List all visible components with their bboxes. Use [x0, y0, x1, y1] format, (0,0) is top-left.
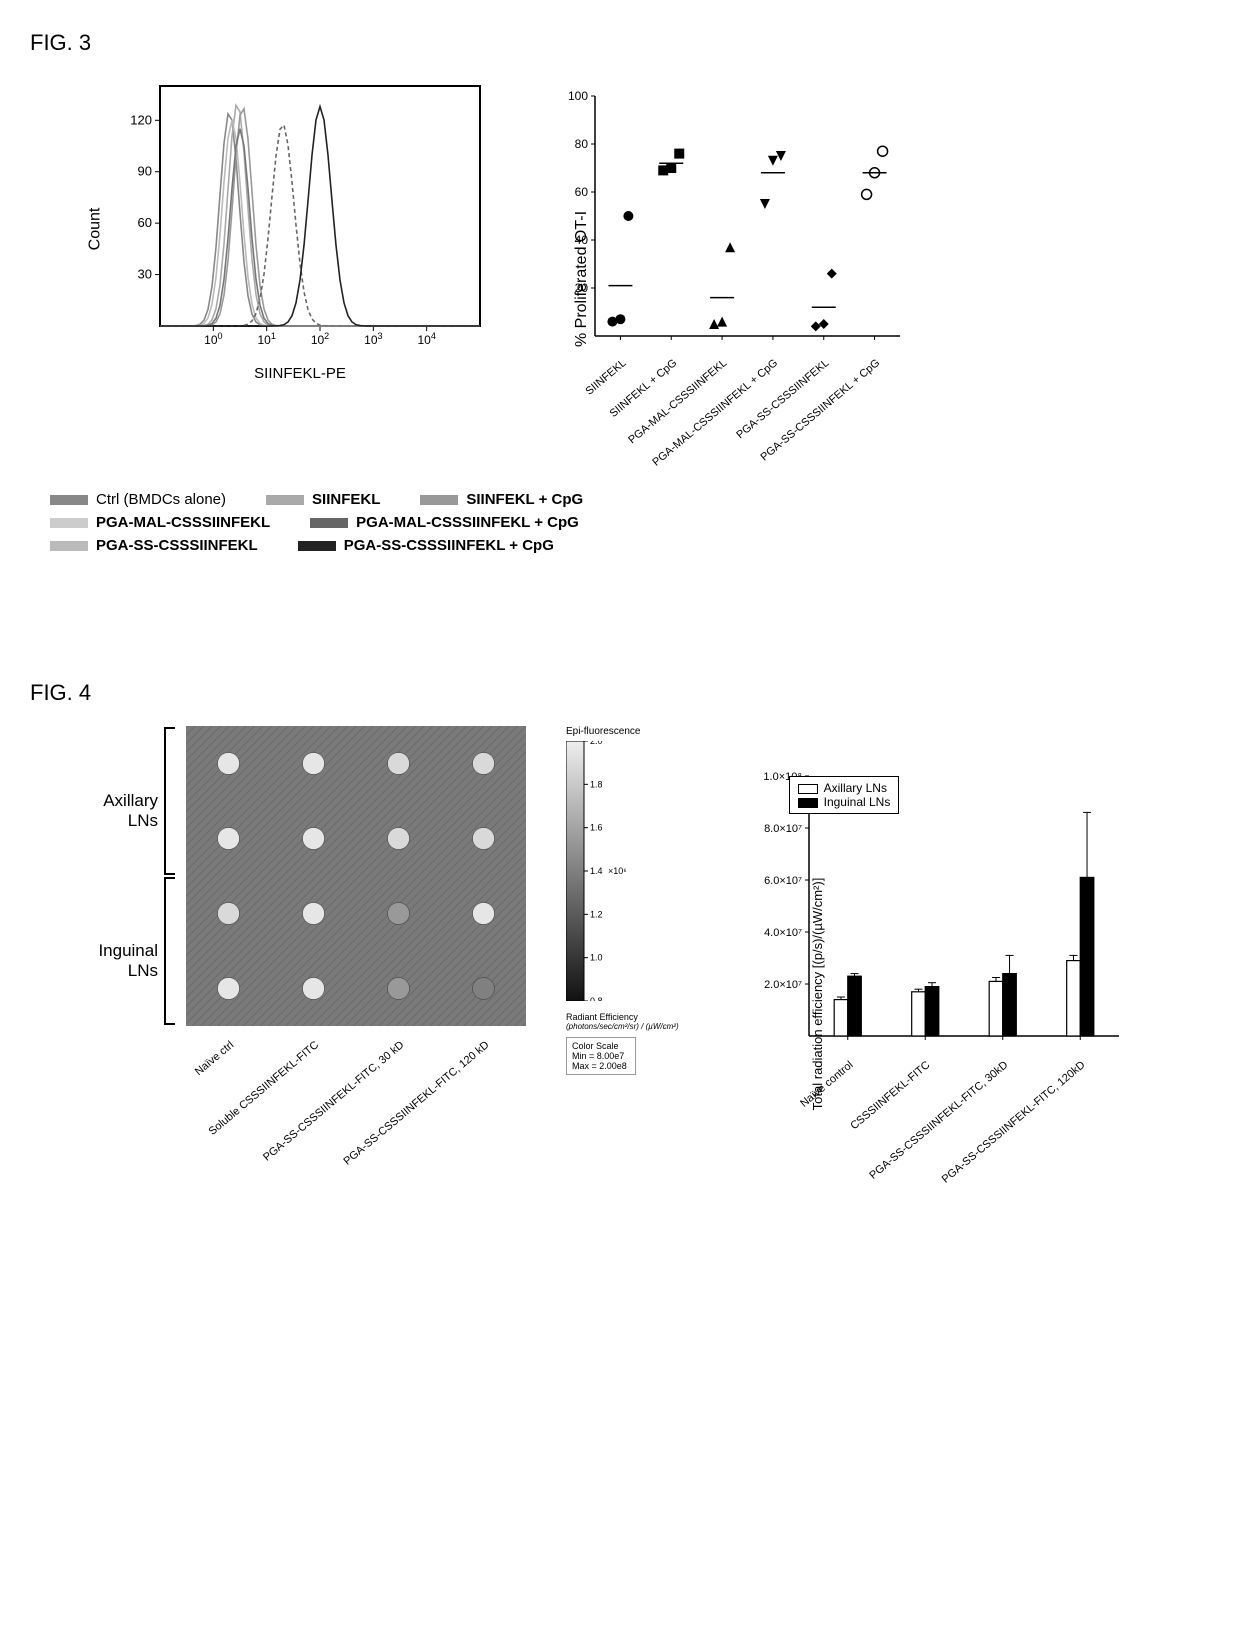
svg-text:80: 80: [575, 137, 589, 151]
legend-label: Ctrl (BMDCs alone): [96, 491, 226, 508]
colorbar-footer2: (photons/sec/cm²/sr) / (µW/cm²): [566, 1022, 679, 1031]
svg-text:101: 101: [257, 331, 275, 347]
imaging-row-label: Inguinal LNs: [70, 941, 158, 981]
fig3-scatter: % Proliferated OT-I 20406080100 SIINFEKL…: [550, 86, 910, 471]
bar-legend-label: Inguinal LNs: [824, 795, 891, 809]
fig4-imaging-col: Naïve ctrlSoluble CSSSIINFEKL-FITCPGA-SS…: [186, 726, 526, 1201]
legend-swatch: [50, 495, 88, 505]
fig3-scatter-ylabel: % Proliferated OT-I: [573, 210, 591, 346]
svg-text:90: 90: [138, 164, 152, 179]
legend-item: PGA-MAL-CSSSIINFEKL: [50, 514, 270, 531]
fig3-scatter-svg: 20406080100: [550, 86, 910, 346]
svg-text:120: 120: [130, 112, 152, 127]
fig4-imaging-wrap: Axillary LNs Inguinal LNs Naïve ctrlSolub…: [70, 726, 526, 1201]
legend-item: PGA-SS-CSSSIINFEKL: [50, 537, 258, 554]
fig4-barchart: Total radiation efficiency [(p/s)/(µW/cm…: [749, 766, 1129, 1221]
legend-swatch: [266, 495, 304, 505]
bar-xlabel: CSSSIINFEKL-FITC: [849, 1059, 933, 1132]
fig3-label: FIG. 3: [30, 30, 1210, 56]
fig3-scatter-xlabels: SIINFEKLSIINFEKL + CpGPGA-MAL-CSSSIINFEK…: [550, 351, 910, 471]
fig4-bar-legend: Axillary LNsInguinal LNs: [789, 776, 900, 814]
svg-text:1.2: 1.2: [590, 909, 603, 919]
colorbar-footer1: Radiant Efficiency: [566, 1012, 679, 1022]
scatter-xlabel: SIINFEKL: [583, 357, 628, 398]
svg-text:1.0: 1.0: [590, 953, 603, 963]
legend-swatch: [310, 518, 348, 528]
fig3-histogram: Count 306090120100101102103104 SIINFEKL-…: [110, 76, 490, 382]
imaging-col-label: Naïve ctrl: [193, 1039, 236, 1078]
fig3-legend: Ctrl (BMDCs alone) SIINFEKL SIINFEKL + CpG…: [50, 491, 1210, 554]
colorbar-title: Epi-fluorescence: [566, 726, 679, 737]
svg-text:8.0×10⁷: 8.0×10⁷: [764, 823, 802, 835]
colorscale-min: Min = 8.00e7: [572, 1051, 630, 1061]
svg-text:1.8: 1.8: [590, 779, 603, 789]
bar-legend-swatch: [798, 784, 818, 794]
svg-text:2.0: 2.0: [590, 741, 603, 746]
imaging-col-label: PGA-SS-CSSSIINFEKL-FITC, 30 kD: [261, 1039, 406, 1164]
svg-text:1.6: 1.6: [590, 823, 603, 833]
svg-text:102: 102: [311, 331, 329, 347]
legend-label: PGA-MAL-CSSSIINFEKL + CpG: [356, 514, 579, 531]
fig4-label: FIG. 4: [30, 680, 1210, 706]
legend-label: PGA-MAL-CSSSIINFEKL: [96, 514, 270, 531]
fig4-rowlabels: Axillary LNs Inguinal LNs: [70, 726, 180, 1026]
scatter-xlabel: PGA-SS-CSSSIINFEKL: [734, 357, 831, 441]
fig4-imaging-svg: [186, 726, 526, 1026]
colorbar-scalebox: Color Scale Min = 8.00e7 Max = 2.00e8: [566, 1037, 636, 1075]
legend-swatch: [298, 541, 336, 551]
legend-item: Ctrl (BMDCs alone): [50, 491, 226, 508]
legend-item: SIINFEKL: [266, 491, 380, 508]
svg-text:×10⁸: ×10⁸: [608, 866, 626, 876]
bar-xlabel: Naïve control: [798, 1059, 855, 1110]
colorscale-max: Max = 2.00e8: [572, 1061, 630, 1071]
svg-text:30: 30: [138, 267, 152, 282]
legend-item: PGA-MAL-CSSSIINFEKL + CpG: [310, 514, 579, 531]
legend-label: PGA-SS-CSSSIINFEKL: [96, 537, 258, 554]
fig4-colorbar: Epi-fluorescence 0.8 1.0 1.2 1.4 1.6 1.8 2.0 ×1…: [566, 726, 679, 1075]
svg-text:2.0×10⁷: 2.0×10⁷: [764, 979, 802, 991]
fig4-colorbar-svg: 0.8 1.0 1.2 1.4 1.6 1.8 2.0 ×10⁸: [566, 741, 626, 1001]
legend-swatch: [50, 541, 88, 551]
legend-swatch: [50, 518, 88, 528]
imaging-row-label: Axillary LNs: [70, 791, 158, 831]
fig3-hist-svg: 30 60 90 120 100 101 102 103 104: [110, 76, 490, 356]
svg-text:100: 100: [204, 331, 222, 347]
bar-legend-swatch: [798, 798, 818, 808]
legend-label: SIINFEKL: [312, 491, 380, 508]
svg-text:60: 60: [575, 185, 589, 199]
bar-xlabel: PGA-SS-CSSSIINFEKL-FITC, 120kD: [940, 1059, 1088, 1186]
bar-legend-item: Inguinal LNs: [798, 795, 891, 809]
svg-text:100: 100: [568, 89, 588, 103]
svg-text:6.0×10⁷: 6.0×10⁷: [764, 875, 802, 887]
fig3-hist-xlabel: SIINFEKL-PE: [110, 365, 490, 382]
svg-text:0.8: 0.8: [590, 996, 603, 1001]
bar-legend-label: Axillary LNs: [824, 781, 887, 795]
svg-text:4.0×10⁷: 4.0×10⁷: [764, 927, 802, 939]
legend-item: SIINFEKL + CpG: [420, 491, 583, 508]
fig4-bar-xlabels: Naïve controlCSSSIINFEKL-FITCPGA-SS-CSSS…: [749, 1051, 1129, 1221]
legend-swatch: [420, 495, 458, 505]
colorscale-label: Color Scale: [572, 1041, 630, 1051]
bar-xlabel: PGA-SS-CSSSIINFEKL-FITC, 30kD: [867, 1059, 1010, 1182]
fig3-row: Count 306090120100101102103104 SIINFEKL-…: [110, 76, 1210, 471]
svg-text:1.4: 1.4: [590, 866, 603, 876]
imaging-col-label: PGA-SS-CSSSIINFEKL-FITC, 120 kD: [341, 1039, 491, 1168]
scatter-xlabel: PGA-MAL-CSSSIINFEKL: [627, 357, 730, 446]
legend-label: PGA-SS-CSSSIINFEKL + CpG: [344, 537, 554, 554]
svg-text:103: 103: [364, 331, 382, 347]
legend-item: PGA-SS-CSSSIINFEKL + CpG: [298, 537, 554, 554]
svg-text:104: 104: [417, 331, 435, 347]
bracket-icon: [160, 876, 180, 1026]
fig4-img-xlabels: Naïve ctrlSoluble CSSSIINFEKL-FITCPGA-SS…: [186, 1031, 526, 1201]
bracket-icon: [160, 726, 180, 876]
fig3-hist-ylabel: Count: [86, 208, 104, 251]
fig4-row: Axillary LNsInguinal LNs Naïve ctrlSolub…: [70, 726, 1210, 1221]
svg-text:60: 60: [138, 215, 152, 230]
bar-legend-item: Axillary LNs: [798, 781, 891, 795]
legend-label: SIINFEKL + CpG: [466, 491, 583, 508]
